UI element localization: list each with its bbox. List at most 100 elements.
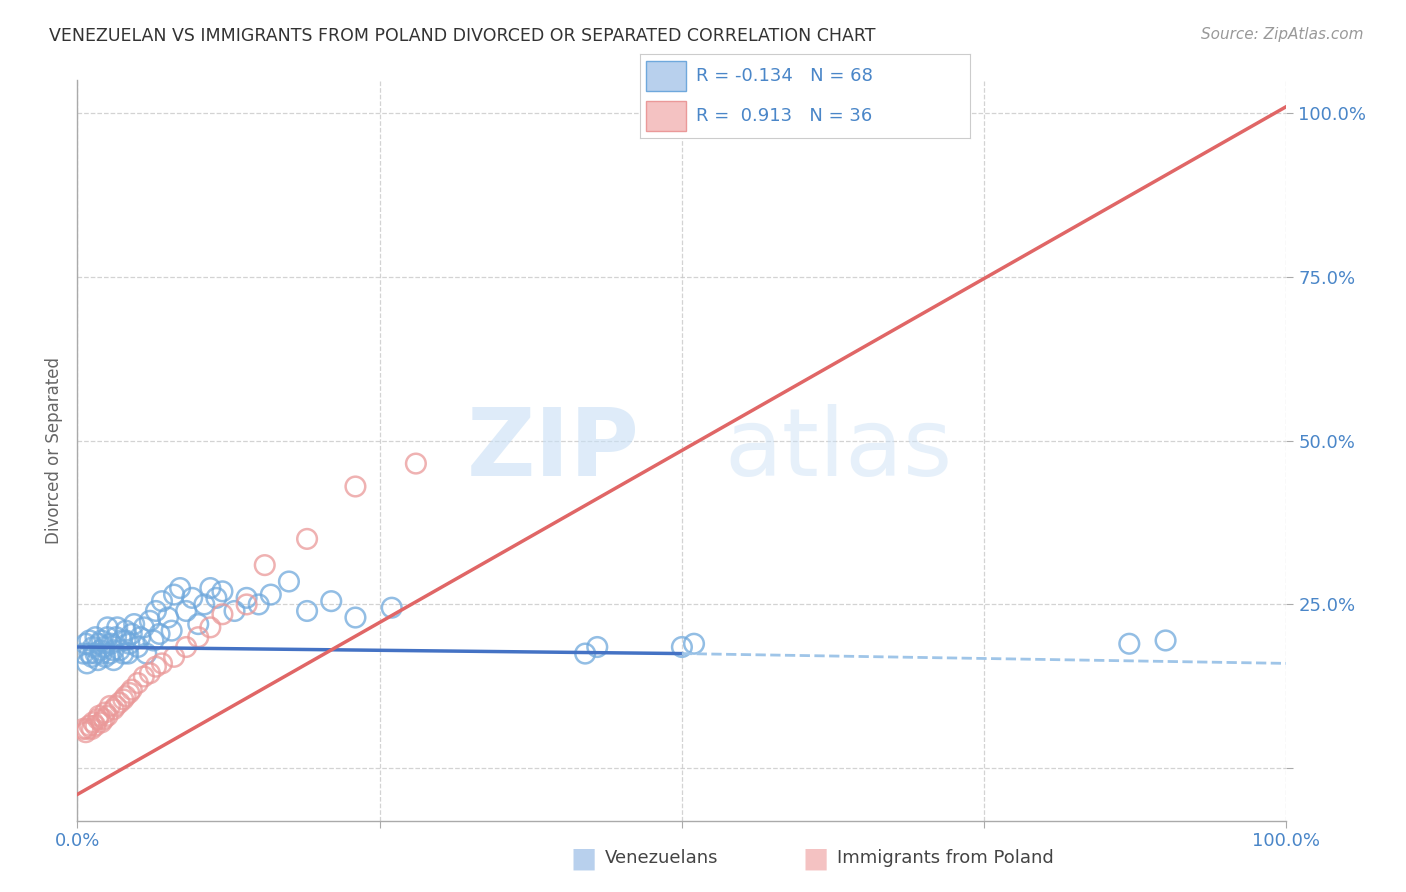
Point bbox=[80, 649, 103, 664]
Point bbox=[96, 708, 118, 723]
Point bbox=[94, 649, 117, 664]
Point bbox=[105, 620, 128, 634]
Point bbox=[174, 640, 197, 654]
Point bbox=[145, 659, 167, 673]
Point bbox=[321, 594, 343, 608]
Point bbox=[84, 630, 107, 644]
Point bbox=[193, 598, 215, 612]
Point bbox=[90, 647, 112, 661]
Point bbox=[75, 725, 97, 739]
Point bbox=[82, 715, 104, 730]
Point bbox=[295, 604, 318, 618]
Point bbox=[200, 581, 222, 595]
Point bbox=[76, 657, 98, 671]
Point bbox=[187, 630, 209, 644]
Point bbox=[139, 666, 162, 681]
Point bbox=[87, 653, 110, 667]
Point bbox=[127, 676, 149, 690]
Point bbox=[98, 647, 121, 661]
Point bbox=[84, 718, 107, 732]
Point bbox=[150, 657, 173, 671]
Text: R =  0.913   N = 36: R = 0.913 N = 36 bbox=[696, 107, 872, 125]
Point bbox=[205, 591, 228, 605]
Point bbox=[224, 604, 246, 618]
Text: ■: ■ bbox=[571, 844, 596, 872]
Point bbox=[118, 637, 141, 651]
Point bbox=[79, 718, 101, 732]
Point bbox=[114, 633, 136, 648]
Point bbox=[200, 620, 222, 634]
Point bbox=[80, 722, 103, 736]
Point bbox=[96, 630, 118, 644]
Point bbox=[148, 627, 170, 641]
Text: ■: ■ bbox=[803, 844, 828, 872]
Point bbox=[87, 712, 110, 726]
Point bbox=[150, 594, 173, 608]
Point bbox=[118, 686, 141, 700]
Point bbox=[1154, 633, 1177, 648]
Point bbox=[260, 588, 283, 602]
Point bbox=[163, 649, 186, 664]
Point bbox=[96, 620, 118, 634]
Text: atlas: atlas bbox=[724, 404, 952, 497]
Point bbox=[181, 591, 204, 605]
Point bbox=[174, 604, 197, 618]
Point bbox=[112, 692, 135, 706]
Point bbox=[145, 604, 167, 618]
Point bbox=[253, 558, 276, 573]
Text: Immigrants from Poland: Immigrants from Poland bbox=[837, 849, 1053, 867]
Point bbox=[90, 715, 112, 730]
Point bbox=[75, 637, 97, 651]
Point bbox=[142, 633, 165, 648]
Point bbox=[157, 610, 180, 624]
Point bbox=[72, 647, 94, 661]
Point bbox=[586, 640, 609, 654]
Point bbox=[108, 643, 131, 657]
Point bbox=[121, 682, 143, 697]
Point bbox=[108, 696, 131, 710]
Point bbox=[114, 689, 136, 703]
Point bbox=[84, 647, 107, 661]
Point bbox=[295, 532, 318, 546]
Point bbox=[211, 607, 233, 622]
Point bbox=[105, 630, 128, 644]
Point bbox=[344, 479, 367, 493]
Text: Venezuelans: Venezuelans bbox=[605, 849, 718, 867]
Point bbox=[82, 640, 104, 654]
Point bbox=[114, 624, 136, 638]
Point bbox=[111, 633, 134, 648]
Point bbox=[132, 620, 155, 634]
Point bbox=[129, 630, 152, 644]
Point bbox=[135, 647, 157, 661]
Point bbox=[76, 722, 98, 736]
Point bbox=[93, 640, 115, 654]
Point bbox=[103, 702, 125, 716]
Point bbox=[103, 653, 125, 667]
Point bbox=[169, 581, 191, 595]
Y-axis label: Divorced or Separated: Divorced or Separated bbox=[45, 357, 63, 544]
Point bbox=[90, 633, 112, 648]
Point bbox=[122, 617, 145, 632]
Point bbox=[235, 591, 257, 605]
Text: ZIP: ZIP bbox=[467, 404, 640, 497]
Bar bbox=[647, 62, 686, 91]
Point bbox=[132, 669, 155, 683]
Text: Source: ZipAtlas.com: Source: ZipAtlas.com bbox=[1201, 27, 1364, 42]
Point bbox=[344, 610, 367, 624]
Point bbox=[671, 640, 693, 654]
Point bbox=[163, 588, 186, 602]
Point bbox=[79, 633, 101, 648]
Point bbox=[105, 698, 128, 713]
Point bbox=[1118, 637, 1140, 651]
Point bbox=[100, 637, 122, 651]
Point bbox=[211, 584, 233, 599]
Point bbox=[89, 643, 111, 657]
Text: VENEZUELAN VS IMMIGRANTS FROM POLAND DIVORCED OR SEPARATED CORRELATION CHART: VENEZUELAN VS IMMIGRANTS FROM POLAND DIV… bbox=[49, 27, 876, 45]
Point bbox=[87, 637, 110, 651]
Point bbox=[98, 698, 121, 713]
Bar bbox=[647, 101, 686, 130]
Point bbox=[381, 600, 404, 615]
Point bbox=[405, 457, 427, 471]
Point bbox=[112, 647, 135, 661]
Point bbox=[72, 722, 94, 736]
